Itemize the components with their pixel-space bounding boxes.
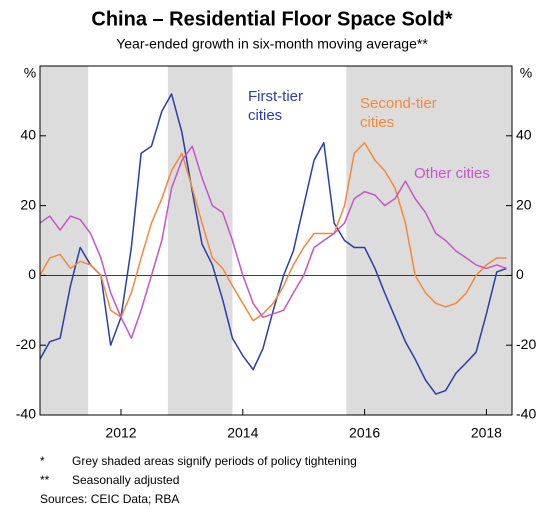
note-text: Grey shaded areas signify periods of pol…: [72, 454, 357, 468]
y-unit-right: %: [520, 65, 532, 81]
series-line: [39, 93, 507, 395]
x-tick-label: 2016: [349, 425, 380, 441]
y-tick-label: 0: [516, 266, 524, 282]
chart-title: China – Residential Floor Space Sold*: [91, 8, 452, 30]
y-tick-label: 20: [20, 196, 36, 212]
x-tick-label: 2012: [105, 425, 136, 441]
shaded-period: [346, 66, 512, 415]
series-label: Second-tier cities: [360, 95, 437, 131]
y-tick-label: -20: [516, 336, 536, 352]
x-tick-label: 2018: [471, 425, 502, 441]
shaded-period: [40, 66, 89, 415]
chart-subtitle: Year-ended growth in six-month moving av…: [116, 36, 428, 52]
note-marker: **: [40, 473, 50, 487]
y-tick-label: -40: [16, 406, 36, 422]
y-tick-label: 0: [28, 266, 36, 282]
y-tick-label: -40: [516, 406, 536, 422]
note-marker: *: [40, 454, 45, 468]
y-unit-left: %: [24, 65, 36, 81]
shaded-period: [167, 66, 233, 415]
sources: Sources: CEIC Data; RBA: [40, 492, 179, 506]
series-label: Other cities: [414, 165, 490, 182]
x-tick-label: 2014: [227, 425, 258, 441]
note-text: Seasonally adjusted: [72, 473, 179, 487]
y-tick-label: 20: [516, 196, 532, 212]
series-line: [39, 145, 507, 339]
y-tick-label: -20: [16, 336, 36, 352]
series-label: First-tier cities: [248, 88, 303, 124]
plot-frame: [39, 65, 513, 416]
y-tick-label: 40: [516, 127, 532, 143]
series-line: [39, 142, 507, 322]
y-tick-label: 40: [20, 127, 36, 143]
